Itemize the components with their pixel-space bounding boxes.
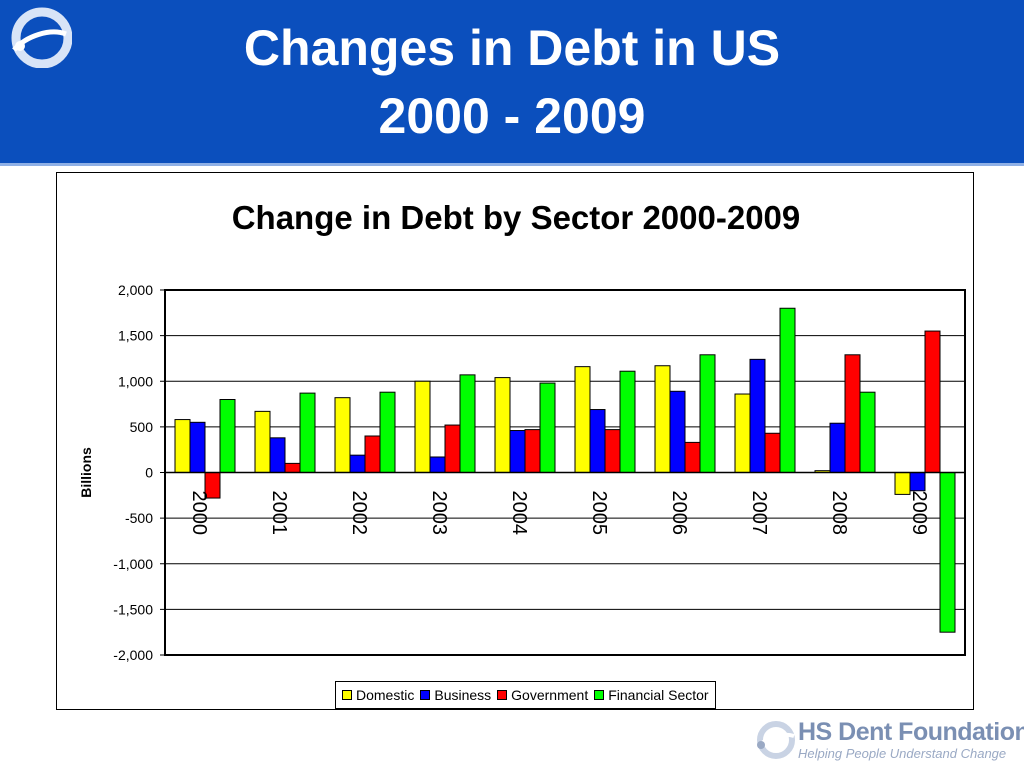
bar-financial-sector xyxy=(619,370,636,473)
bar-domestic xyxy=(894,472,911,495)
bar-domestic xyxy=(334,397,351,473)
bar-business xyxy=(909,472,926,492)
bar-business xyxy=(349,454,366,474)
bar-domestic xyxy=(494,377,511,474)
y-axis-label: Billions xyxy=(78,447,94,498)
bar-government xyxy=(684,441,701,474)
bar-government xyxy=(924,330,941,473)
legend-item: Business xyxy=(420,687,491,703)
bar-government xyxy=(764,432,781,474)
bar-financial-sector xyxy=(859,391,876,473)
bar-financial-sector xyxy=(539,382,556,473)
legend-label: Financial Sector xyxy=(608,687,709,703)
bar-domestic xyxy=(414,380,431,473)
x-tick-label: 2001 xyxy=(268,491,290,536)
chart-container: Change in Debt by Sector 2000-2009 2,000… xyxy=(56,172,974,710)
legend-label: Domestic xyxy=(356,687,415,703)
legend-swatch xyxy=(420,690,431,700)
bar-domestic xyxy=(254,410,271,474)
footer-org-name: HS Dent Foundation xyxy=(798,718,1024,746)
slide-title-line-1: Changes in Debt in US xyxy=(243,20,781,76)
slide-title-line-2: 2000 - 2009 xyxy=(378,88,646,144)
legend-swatch xyxy=(342,690,352,700)
chart-title: Change in Debt by Sector 2000-2009 xyxy=(231,199,801,236)
bar-government xyxy=(844,354,861,474)
y-tick-label: 1,500 xyxy=(118,328,153,344)
legend-label: Business xyxy=(434,687,492,703)
bar-business xyxy=(749,358,766,474)
legend-item: Domestic xyxy=(342,687,414,703)
bar-chart: 2,000 1,500 1,000 500 0 -500 -1,000 -1,500 -2,00… xyxy=(78,282,966,663)
legend-item: Financial Sector xyxy=(594,687,709,703)
y-tick-label: 2,000 xyxy=(118,282,153,298)
bar-business xyxy=(669,390,686,474)
bar-government xyxy=(524,429,541,473)
y-tick-label: 500 xyxy=(130,419,154,435)
bar-business xyxy=(189,421,206,473)
bar-financial-sector xyxy=(379,391,396,473)
chart-legend: Domestic Business Government Financial Sect… xyxy=(335,681,716,709)
x-tick-label: 2008 xyxy=(828,491,850,536)
x-tick-label: 2003 xyxy=(428,491,450,536)
header-divider xyxy=(0,163,1024,166)
y-tick-label: 1,000 xyxy=(118,373,153,389)
bar-business xyxy=(829,422,846,474)
y-tick-label: -2,000 xyxy=(113,647,153,663)
x-tick-label: 2004 xyxy=(508,491,530,536)
bar-government xyxy=(284,462,301,473)
bar-business xyxy=(269,437,286,474)
y-tick-label: 0 xyxy=(145,465,153,481)
x-tick-label: 2002 xyxy=(348,491,370,536)
legend-label: Government xyxy=(511,687,589,703)
bar-domestic xyxy=(654,365,671,473)
bar-financial-sector xyxy=(779,307,796,473)
x-tick-label: 2005 xyxy=(588,491,610,536)
bar-financial-sector xyxy=(219,399,236,473)
y-tick-label: -1,500 xyxy=(113,601,153,617)
legend-swatch xyxy=(594,690,605,700)
bar-domestic xyxy=(174,419,191,473)
x-tick-label: 2007 xyxy=(748,491,770,536)
foundation-logo-icon xyxy=(11,7,72,68)
bar-financial-sector xyxy=(299,392,316,473)
bar-business xyxy=(589,409,606,474)
bar-domestic xyxy=(574,366,591,473)
bar-business xyxy=(509,430,526,473)
bar-government xyxy=(604,429,621,473)
bar-business xyxy=(429,456,446,473)
foundation-logo-icon xyxy=(754,721,795,759)
y-tick-label: -500 xyxy=(125,510,153,526)
slide-header: Changes in Debt in US 2000 - 2009 xyxy=(0,0,1024,163)
legend-item: Government xyxy=(497,687,588,703)
legend-swatch xyxy=(497,690,508,700)
y-tick-label: -1,000 xyxy=(113,556,153,572)
bar-domestic xyxy=(734,393,751,473)
footer-tagline: Helping People Understand Change xyxy=(798,746,1007,761)
bar-financial-sector xyxy=(699,354,716,474)
bar-financial-sector xyxy=(939,472,956,633)
bar-financial-sector xyxy=(459,374,476,473)
bar-government xyxy=(444,424,461,474)
x-tick-label: 2006 xyxy=(668,491,690,536)
x-tick-label: 2009 xyxy=(908,491,930,536)
x-tick-label: 2000 xyxy=(188,491,210,536)
bar-government xyxy=(364,435,381,473)
footer-logo: HS Dent Foundation Helping People Unders… xyxy=(752,716,1024,766)
